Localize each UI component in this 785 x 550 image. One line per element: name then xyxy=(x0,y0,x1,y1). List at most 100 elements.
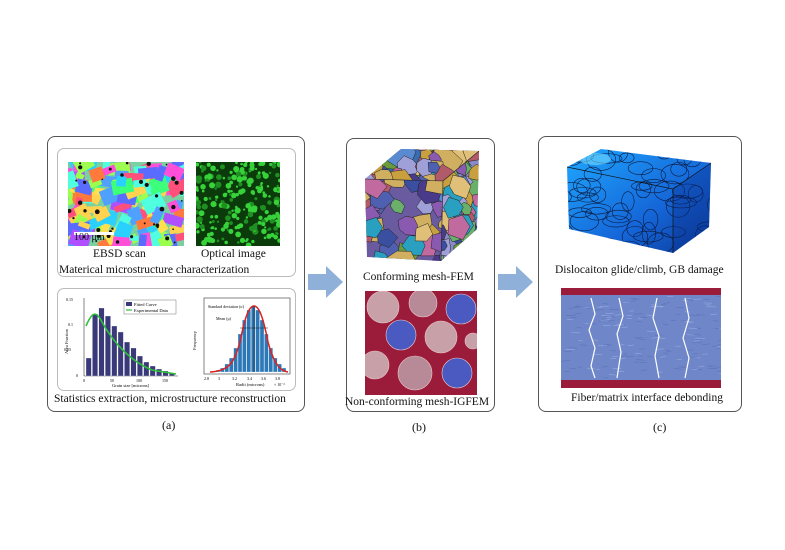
nonconforming-caption: Non-conforming mesh-IGFEM xyxy=(345,396,490,408)
nonconforming-mesh-image xyxy=(365,291,477,395)
optical-particle xyxy=(225,192,228,196)
mesh-stroke xyxy=(600,319,611,321)
optical-particle xyxy=(269,162,273,167)
panel-b-label: (b) xyxy=(412,420,426,434)
hist-ytick-3: 0 xyxy=(76,373,78,378)
optical-particle xyxy=(236,216,240,221)
optical-particle xyxy=(276,188,279,191)
mesh-stroke xyxy=(608,320,615,322)
mesh-stroke xyxy=(688,327,698,330)
mesh-stroke xyxy=(640,369,648,371)
mesh-stroke xyxy=(634,361,639,363)
gauss-ylabel: Frequency xyxy=(192,330,197,350)
cube-grain xyxy=(449,174,472,200)
mesh-stroke xyxy=(634,352,642,355)
optical-particle xyxy=(221,237,225,241)
optical-particle xyxy=(268,171,272,175)
optical-particle xyxy=(196,209,199,215)
ebsd-dark-spot xyxy=(78,165,83,170)
hist-xtick-2: 100 xyxy=(136,378,142,383)
optical-particle xyxy=(222,176,226,180)
mesh-stroke xyxy=(636,338,646,340)
optical-particle xyxy=(262,172,269,179)
ebsd-dark-spot xyxy=(108,167,112,171)
block-grain xyxy=(602,215,630,228)
hist-ytick-0: 0.15 xyxy=(66,297,73,302)
mesh-stroke xyxy=(693,356,700,359)
cube-grain xyxy=(460,244,473,257)
mesh-stroke xyxy=(621,326,628,329)
ebsd-dark-spot xyxy=(82,235,85,239)
ebsd-dark-spot xyxy=(174,180,179,185)
optical-particle xyxy=(225,215,231,221)
ebsd-grain xyxy=(77,220,91,230)
optical-particle xyxy=(273,199,280,206)
block-grain xyxy=(666,195,691,218)
optical-particle xyxy=(234,207,241,214)
optical-particle xyxy=(229,221,233,225)
polycrystal-block-image xyxy=(566,149,712,253)
ebsd-dark-spot xyxy=(154,194,159,198)
optical-particle xyxy=(214,227,217,231)
optical-particle xyxy=(249,162,255,168)
mesh-stroke xyxy=(691,368,698,371)
ebsd-dark-spot xyxy=(125,162,129,165)
optical-particle xyxy=(227,176,232,181)
optical-particle xyxy=(236,224,241,228)
optical-particle xyxy=(200,165,207,172)
mesh-stroke xyxy=(713,320,719,322)
mesh-stroke xyxy=(702,343,710,345)
mesh-stroke xyxy=(563,350,572,353)
ebsd-dark-spot xyxy=(77,200,83,205)
optical-particle xyxy=(264,209,269,215)
hist-ytick-2: 0.05 xyxy=(64,347,71,352)
gauss-bar xyxy=(255,309,260,373)
optical-particle xyxy=(252,192,255,195)
gauss-bar xyxy=(246,309,251,373)
optical-particle xyxy=(262,193,268,198)
gauss-bar xyxy=(251,305,256,373)
cube-grain xyxy=(365,149,373,161)
ebsd-dark-spot xyxy=(165,236,170,241)
gauss-bar xyxy=(268,347,273,373)
optical-particle xyxy=(220,227,226,232)
optical-particle xyxy=(254,222,258,226)
characterization-caption: Materical microstructure characterizatio… xyxy=(59,264,250,276)
hist-bar xyxy=(117,331,124,377)
optical-particle xyxy=(275,231,278,235)
cube-grain xyxy=(430,200,443,218)
grain-size-histogram: Fitted Curve Experimental Data 0.15 0.1 … xyxy=(64,297,178,388)
optical-particle xyxy=(275,172,280,178)
ebsd-grain xyxy=(71,162,96,175)
ebsd-dark-spot xyxy=(138,179,144,184)
optical-particle xyxy=(243,162,248,168)
cube-grain xyxy=(472,239,479,261)
hist-bar xyxy=(124,341,130,377)
ebsd-grain xyxy=(113,201,132,213)
fiber xyxy=(445,293,477,325)
optical-particle xyxy=(236,241,240,244)
cube-grain xyxy=(365,217,384,238)
mesh-stroke xyxy=(710,313,717,315)
ebsd-grain xyxy=(92,205,111,223)
block-grain xyxy=(569,187,597,199)
ebsd-grain xyxy=(163,162,184,182)
ebsd-dark-spot xyxy=(171,176,176,181)
hist-xtick-3: 150 xyxy=(162,378,168,383)
statistics-caption: Statistics extraction, microstructure re… xyxy=(54,393,286,405)
optical-particle xyxy=(254,197,258,201)
fiber xyxy=(397,355,433,391)
mesh-stroke xyxy=(707,367,718,370)
cube-grain xyxy=(414,149,430,151)
mesh-stroke xyxy=(691,334,702,336)
optical-particle xyxy=(196,202,199,207)
optical-particle xyxy=(196,204,202,210)
fiber xyxy=(424,320,458,354)
block-grain xyxy=(576,177,602,196)
ebsd-dark-spot xyxy=(130,235,134,239)
ebsd-dark-spot xyxy=(144,182,149,188)
optical-particle xyxy=(230,192,237,199)
optical-particle xyxy=(241,175,248,181)
mesh-stroke xyxy=(657,338,666,340)
hist-bar xyxy=(105,315,111,377)
